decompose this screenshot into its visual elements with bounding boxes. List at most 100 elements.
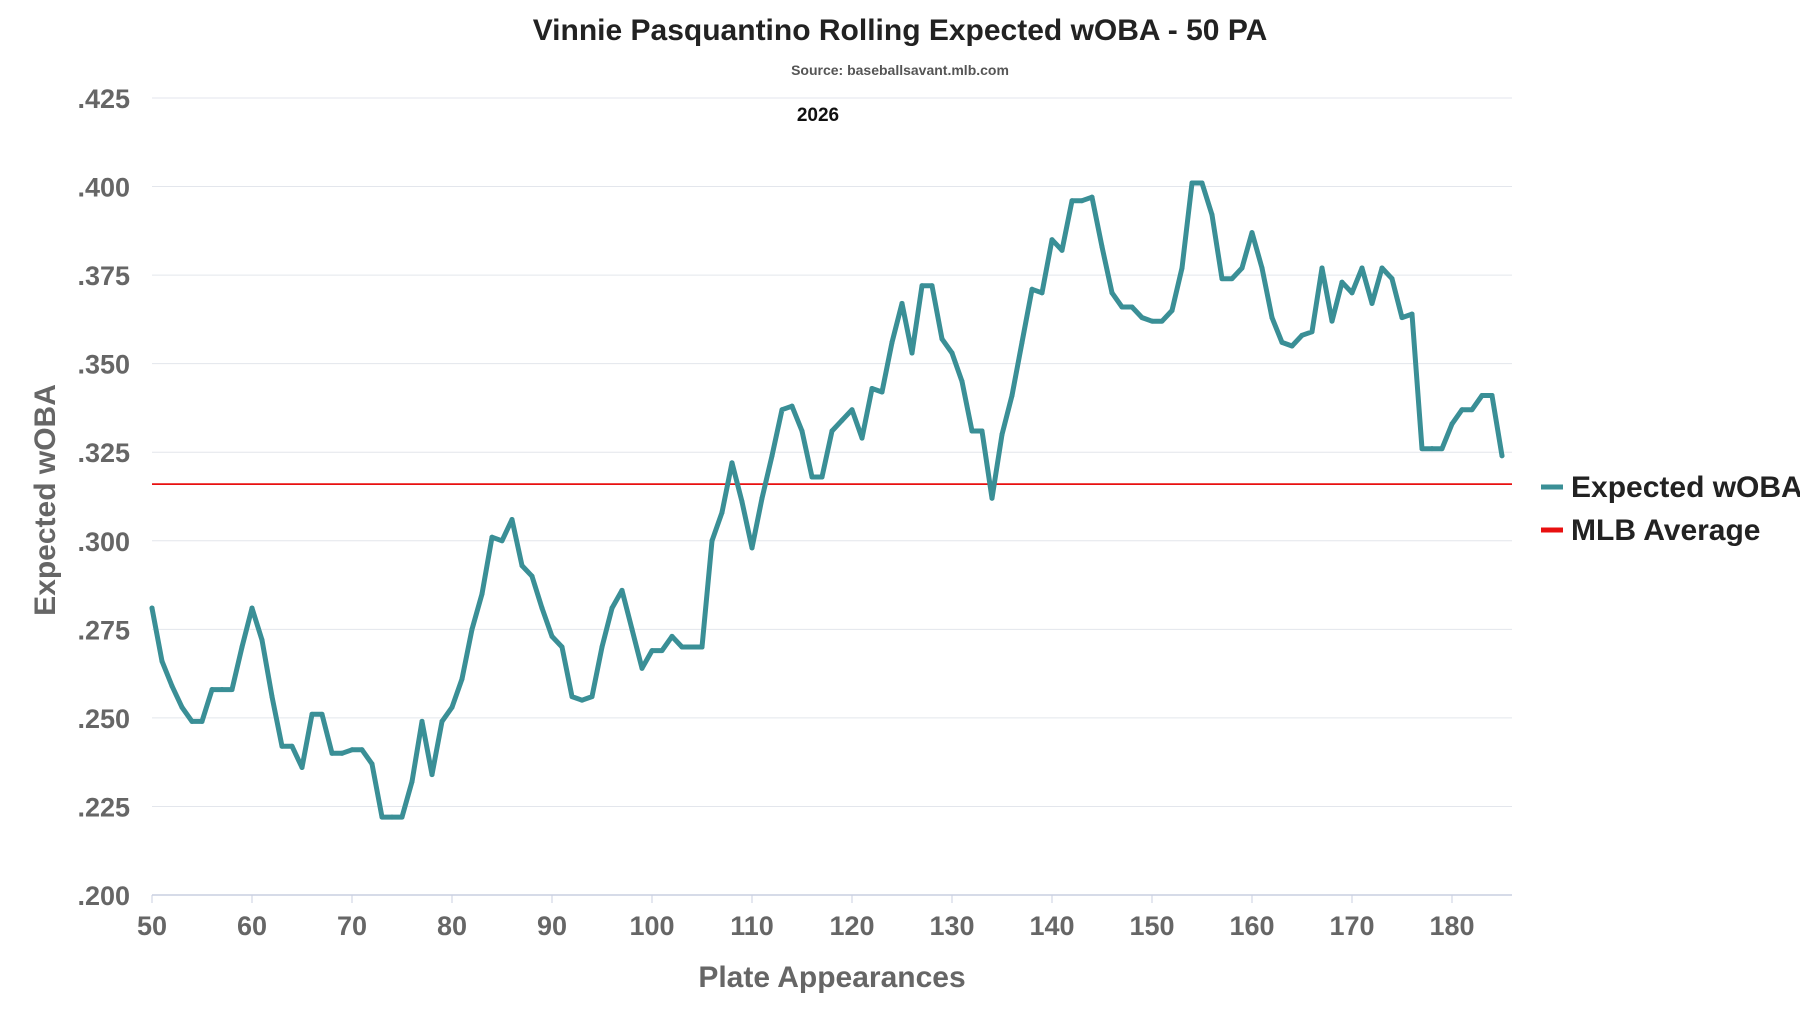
data-point[interactable] xyxy=(1219,276,1225,282)
data-point[interactable] xyxy=(419,718,425,724)
data-point[interactable] xyxy=(599,644,605,650)
data-point[interactable] xyxy=(789,403,795,409)
data-point[interactable] xyxy=(519,563,525,569)
data-point[interactable] xyxy=(1259,265,1265,271)
data-point[interactable] xyxy=(409,779,415,785)
data-point[interactable] xyxy=(289,743,295,749)
data-point[interactable] xyxy=(1249,230,1255,236)
data-point[interactable] xyxy=(829,428,835,434)
data-point[interactable] xyxy=(969,428,975,434)
data-point[interactable] xyxy=(399,814,405,820)
data-point[interactable] xyxy=(1459,407,1465,413)
data-point[interactable] xyxy=(739,499,745,505)
data-point[interactable] xyxy=(1289,343,1295,349)
data-point[interactable] xyxy=(1429,446,1435,452)
data-point[interactable] xyxy=(1139,315,1145,321)
data-point[interactable] xyxy=(1209,212,1215,218)
data-point[interactable] xyxy=(319,711,325,717)
data-point[interactable] xyxy=(1489,393,1495,399)
data-point[interactable] xyxy=(559,644,565,650)
data-point[interactable] xyxy=(1319,265,1325,271)
data-point[interactable] xyxy=(1179,265,1185,271)
data-point[interactable] xyxy=(989,495,995,501)
data-point[interactable] xyxy=(549,633,555,639)
data-point[interactable] xyxy=(1339,279,1345,285)
data-point[interactable] xyxy=(779,407,785,413)
data-point[interactable] xyxy=(1379,265,1385,271)
data-point[interactable] xyxy=(1239,265,1245,271)
data-point[interactable] xyxy=(1029,286,1035,292)
data-point[interactable] xyxy=(1299,332,1305,338)
data-point[interactable] xyxy=(699,644,705,650)
data-point[interactable] xyxy=(489,534,495,540)
data-point[interactable] xyxy=(1129,304,1135,310)
data-point[interactable] xyxy=(919,283,925,289)
data-point[interactable] xyxy=(1469,407,1475,413)
data-point[interactable] xyxy=(1099,244,1105,250)
data-point[interactable] xyxy=(1369,300,1375,306)
data-point[interactable] xyxy=(799,428,805,434)
data-point[interactable] xyxy=(269,694,275,700)
data-point[interactable] xyxy=(649,648,655,654)
data-point[interactable] xyxy=(1279,339,1285,345)
data-point[interactable] xyxy=(669,633,675,639)
data-point[interactable] xyxy=(449,704,455,710)
legend-item-expected-woba[interactable]: Expected wOBA xyxy=(1541,471,1800,504)
data-point[interactable] xyxy=(379,814,385,820)
data-point[interactable] xyxy=(469,626,475,632)
data-point[interactable] xyxy=(859,435,865,441)
data-point[interactable] xyxy=(1309,329,1315,335)
data-point[interactable] xyxy=(1149,318,1155,324)
data-point[interactable] xyxy=(1359,265,1365,271)
data-point[interactable] xyxy=(1069,198,1075,204)
data-point[interactable] xyxy=(509,517,515,523)
data-point[interactable] xyxy=(279,743,285,749)
data-point[interactable] xyxy=(639,665,645,671)
data-point[interactable] xyxy=(839,417,845,423)
data-point[interactable] xyxy=(1419,446,1425,452)
data-point[interactable] xyxy=(459,676,465,682)
data-point[interactable] xyxy=(959,378,965,384)
data-point[interactable] xyxy=(1159,318,1165,324)
data-point[interactable] xyxy=(389,814,395,820)
data-point[interactable] xyxy=(709,538,715,544)
data-point[interactable] xyxy=(629,626,635,632)
data-point[interactable] xyxy=(1229,276,1235,282)
data-point[interactable] xyxy=(1019,339,1025,345)
data-point[interactable] xyxy=(359,747,365,753)
data-point[interactable] xyxy=(1079,198,1085,204)
data-point[interactable] xyxy=(979,428,985,434)
data-point[interactable] xyxy=(259,637,265,643)
data-point[interactable] xyxy=(349,747,355,753)
data-point[interactable] xyxy=(849,407,855,413)
data-point[interactable] xyxy=(1439,446,1445,452)
data-point[interactable] xyxy=(1189,180,1195,186)
data-point[interactable] xyxy=(879,389,885,395)
data-point[interactable] xyxy=(1349,290,1355,296)
data-point[interactable] xyxy=(809,474,815,480)
data-point[interactable] xyxy=(749,545,755,551)
data-point[interactable] xyxy=(1499,453,1505,459)
data-point[interactable] xyxy=(609,605,615,611)
data-point[interactable] xyxy=(869,385,875,391)
data-point[interactable] xyxy=(239,644,245,650)
data-point[interactable] xyxy=(169,683,175,689)
data-point[interactable] xyxy=(759,495,765,501)
data-point[interactable] xyxy=(229,687,235,693)
legend-item-mlb-average[interactable]: MLB Average xyxy=(1541,514,1761,547)
data-point[interactable] xyxy=(199,718,205,724)
data-point[interactable] xyxy=(819,474,825,480)
data-point[interactable] xyxy=(1399,315,1405,321)
data-point[interactable] xyxy=(309,711,315,717)
data-point[interactable] xyxy=(929,283,935,289)
data-point[interactable] xyxy=(1169,308,1175,314)
data-point[interactable] xyxy=(659,648,665,654)
data-point[interactable] xyxy=(729,460,735,466)
data-point[interactable] xyxy=(589,694,595,700)
data-point[interactable] xyxy=(219,687,225,693)
data-point[interactable] xyxy=(569,694,575,700)
data-point[interactable] xyxy=(1479,393,1485,399)
data-point[interactable] xyxy=(429,772,435,778)
data-point[interactable] xyxy=(1039,290,1045,296)
data-point[interactable] xyxy=(339,750,345,756)
